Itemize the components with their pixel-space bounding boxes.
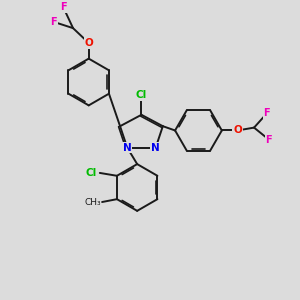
Text: O: O <box>233 125 242 136</box>
Text: Cl: Cl <box>136 90 147 100</box>
Text: F: F <box>50 17 57 27</box>
Text: F: F <box>266 135 272 145</box>
Text: N: N <box>123 142 132 153</box>
Text: N: N <box>151 142 160 153</box>
Text: F: F <box>264 108 270 118</box>
Text: F: F <box>60 2 66 12</box>
Text: O: O <box>84 38 93 48</box>
Text: Cl: Cl <box>86 168 97 178</box>
Text: CH₃: CH₃ <box>84 197 101 206</box>
